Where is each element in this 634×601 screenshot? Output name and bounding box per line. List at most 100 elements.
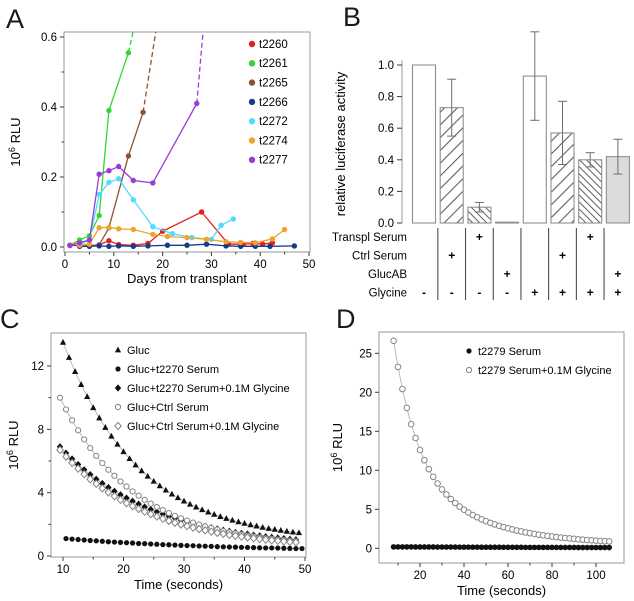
svg-text:t2265: t2265 [259, 78, 288, 90]
svg-text:t2279 Serum+0.1M Glycine: t2279 Serum+0.1M Glycine [478, 365, 612, 377]
panel-b-label: B [343, 2, 362, 32]
svg-text:GlucAB: GlucAB [368, 269, 407, 281]
legend: Gluc Gluc+t2270 Serum Gluc+t2270 Serum+0.1… [114, 345, 290, 433]
svg-text:50: 50 [303, 259, 316, 271]
svg-text:Glycine: Glycine [369, 288, 407, 300]
panel-a-chart: 0 10 20 30 40 50 0.0 0.2 0.4 0.6 Days from transpl… [7, 31, 316, 286]
panel-c-label: C [0, 304, 20, 334]
svg-text:100: 100 [586, 570, 605, 582]
svg-text:0.2: 0.2 [41, 172, 57, 184]
svg-text:-: - [477, 286, 481, 300]
bar-1 [411, 64, 437, 224]
axes: 0.0 0.2 0.4 0.6 0.8 1.0 relative luciferase ac… [333, 60, 403, 230]
svg-text:80: 80 [546, 570, 559, 582]
svg-text:0: 0 [366, 543, 372, 555]
panel-b-chart: 0.0 0.2 0.4 0.6 0.8 1.0 relative luciferase ac… [332, 31, 630, 300]
svg-text:Transpl Serum: Transpl Serum [332, 232, 407, 244]
svg-text:Gluc+Ctrl Serum+0.1M Glycine: Gluc+Ctrl Serum+0.1M Glycine [127, 421, 279, 433]
svg-text:Gluc+t2270 Serum: Gluc+t2270 Serum [127, 364, 219, 376]
bar-7 [578, 159, 603, 224]
svg-text:12: 12 [31, 361, 44, 373]
series-gluc-ctrl-serum [56, 394, 300, 545]
svg-text:+: + [559, 286, 566, 300]
svg-text:t2272: t2272 [259, 116, 288, 128]
svg-text:10: 10 [359, 465, 372, 477]
svg-text:0.4: 0.4 [41, 102, 58, 114]
svg-text:25: 25 [359, 348, 372, 360]
panel-d-label: D [336, 304, 356, 334]
series-t2265 [76, 32, 157, 249]
svg-text:20: 20 [359, 387, 372, 399]
svg-text:50: 50 [299, 564, 312, 576]
svg-text:Days from transplant: Days from transplant [127, 271, 247, 286]
svg-text:t2260: t2260 [259, 39, 288, 51]
panel-a-label: A [6, 4, 25, 34]
axes: 20 40 60 80 100 0 5 10 15 20 25 Time (seconds) 106 R… [329, 331, 625, 598]
series-t2279-serum-0-1m-glycine [390, 337, 613, 545]
svg-text:40: 40 [254, 259, 267, 271]
svg-text:-: - [450, 286, 454, 300]
svg-text:+: + [587, 286, 594, 300]
svg-text:+: + [587, 230, 594, 244]
condition-table: Transpl Serum + + Ctrl Serum + + GlucAB + + Glyci… [332, 228, 621, 300]
svg-text:-: - [505, 286, 509, 300]
svg-text:0: 0 [38, 551, 44, 563]
svg-text:Gluc+t2270 Serum+0.1M Glycine: Gluc+t2270 Serum+0.1M Glycine [127, 383, 290, 395]
svg-text:0.2: 0.2 [378, 186, 394, 198]
svg-text:0.6: 0.6 [378, 123, 394, 135]
series-t2277 [67, 32, 204, 249]
svg-text:30: 30 [178, 564, 191, 576]
svg-text:20: 20 [414, 570, 427, 582]
svg-text:40: 40 [238, 564, 251, 576]
panel-d-chart: 20 40 60 80 100 0 5 10 15 20 25 Time (seconds) 106 R… [329, 331, 625, 598]
svg-text:Time (seconds): Time (seconds) [457, 583, 546, 598]
svg-text:t2279 Serum: t2279 Serum [478, 346, 541, 358]
svg-text:+: + [614, 286, 621, 300]
svg-text:+: + [448, 249, 455, 263]
svg-text:106 RLU: 106 RLU [329, 423, 345, 472]
svg-text:10: 10 [57, 564, 70, 576]
bars [411, 31, 630, 224]
svg-text:15: 15 [359, 426, 372, 438]
svg-text:10: 10 [107, 259, 120, 271]
axes: 10 20 30 40 50 0 4 8 12 Time (seconds) 106 RLU [5, 332, 312, 592]
svg-text:-: - [422, 286, 426, 300]
svg-text:60: 60 [502, 570, 515, 582]
svg-text:+: + [476, 230, 483, 244]
svg-text:0.6: 0.6 [41, 32, 57, 44]
svg-text:Time (seconds): Time (seconds) [134, 577, 223, 592]
series-t2279-serum [390, 544, 612, 551]
svg-text:5: 5 [366, 504, 372, 516]
svg-text:0.4: 0.4 [378, 155, 395, 167]
legend: t2260 t2261 t2265 t2266 t2272 t2274 t2277 [248, 39, 288, 167]
svg-text:1.0: 1.0 [378, 60, 394, 72]
svg-text:0.0: 0.0 [378, 218, 394, 230]
svg-text:Gluc: Gluc [127, 345, 150, 357]
svg-text:+: + [559, 249, 566, 263]
svg-text:30: 30 [205, 259, 218, 271]
legend: t2279 Serum t2279 Serum+0.1M Glycine [465, 346, 612, 377]
series-t2261 [67, 32, 134, 248]
svg-text:+: + [504, 267, 511, 281]
series-gluc-t2270-serum [63, 535, 305, 552]
svg-text:t2274: t2274 [259, 135, 288, 147]
bar-4 [495, 221, 520, 224]
series-gluc-ctrl-serum-0-1m-glycine [56, 445, 300, 547]
svg-text:t2261: t2261 [259, 58, 288, 70]
svg-text:Gluc+Ctrl Serum: Gluc+Ctrl Serum [127, 402, 209, 414]
svg-text:20: 20 [156, 259, 169, 271]
axes: 0 10 20 30 40 50 0.0 0.2 0.4 0.6 Days from transpl… [7, 31, 316, 286]
svg-text:0.0: 0.0 [41, 242, 57, 254]
svg-text:106 RLU: 106 RLU [5, 420, 21, 469]
svg-text:t2266: t2266 [259, 97, 288, 109]
svg-text:0: 0 [62, 259, 68, 271]
svg-text:Ctrl Serum: Ctrl Serum [352, 251, 407, 263]
svg-text:0.8: 0.8 [378, 92, 394, 104]
svg-text:106 RLU: 106 RLU [7, 117, 23, 166]
svg-text:4: 4 [38, 488, 45, 500]
series-gluc [59, 338, 303, 536]
svg-text:+: + [531, 286, 538, 300]
svg-text:20: 20 [117, 564, 130, 576]
svg-text:t2277: t2277 [259, 155, 288, 167]
